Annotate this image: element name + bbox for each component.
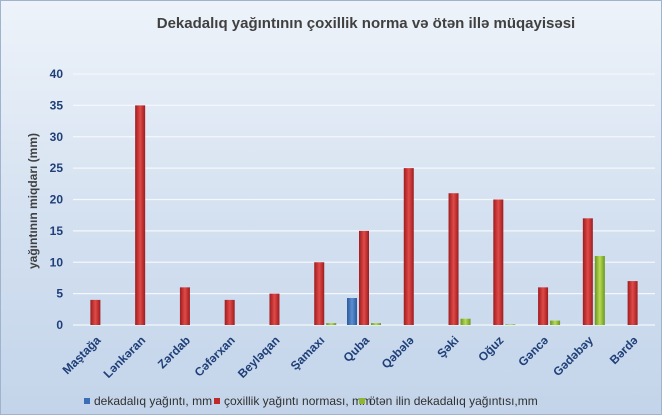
y-tick-label: 40 [50, 67, 64, 81]
legend-swatch-2 [359, 398, 365, 404]
x-tick-label: Quba [341, 333, 373, 365]
y-tick-label: 30 [50, 130, 64, 144]
bar-Lənkəran-series-1 [135, 105, 146, 325]
bar-Beyləqan-series-1 [269, 293, 280, 325]
bar-Şəki-series-1 [448, 193, 459, 325]
bar-Gəncə-series-1 [538, 287, 549, 325]
bar-Oğuz-series-2 [505, 324, 516, 325]
bar-Oğuz-series-1 [493, 199, 504, 325]
y-tick-label: 35 [50, 98, 64, 112]
legend-swatch-1 [214, 398, 220, 404]
y-tick-label: 25 [50, 161, 64, 175]
bar-Şamaxı-series-1 [314, 262, 325, 325]
x-tick-label: Maştağa [60, 333, 104, 377]
bar-Quba-series-0 [347, 298, 357, 325]
bar-Cəfərxan-series-1 [224, 299, 235, 325]
legend-label-0: dekadalıq yağıntı, mm [94, 394, 212, 408]
x-tick-label: Gədəbəy [550, 333, 596, 379]
y-tick-label: 0 [56, 318, 63, 332]
legend-swatch-0 [84, 398, 90, 404]
y-tick-label: 10 [50, 255, 64, 269]
x-tick-label: Bərdə [607, 333, 641, 367]
legend-label-2: ötən ilin dekadalıq yağıntısı,mm [369, 394, 538, 408]
bar-Şəki-series-2 [460, 318, 471, 325]
bar-Quba-series-1 [359, 230, 369, 325]
x-tick-label: Cəfərxan [192, 333, 238, 379]
bar-Gədəbəy-series-1 [582, 218, 593, 325]
y-tick-label: 5 [56, 287, 63, 301]
x-tick-label: Lənkəran [101, 333, 149, 381]
legend-label-1: çoxillik yağıntı norması, mm [224, 394, 372, 408]
x-tick-label: Qəbələ [379, 333, 417, 371]
bar-Maştağa-series-1 [90, 299, 101, 325]
x-tick-label: Zərdab [155, 333, 193, 371]
bar-Gəncə-series-2 [550, 320, 561, 325]
y-tick-label: 20 [50, 193, 64, 207]
x-tick-label: Şəki [434, 333, 461, 360]
y-axis-label: yağıntının miqdarı (mm) [26, 133, 40, 269]
bar-Zərdab-series-1 [179, 287, 190, 325]
x-tick-label: Gəncə [515, 333, 551, 369]
bar-Bərdə-series-1 [627, 281, 638, 325]
bar-Qəbələ-series-1 [403, 168, 414, 325]
bar-Gədəbəy-series-2 [594, 255, 605, 325]
x-tick-label: Beyləqan [235, 333, 283, 381]
x-tick-label: Oğuz [475, 333, 506, 364]
bar-Şamaxı-series-2 [326, 323, 337, 325]
chart-title: Dekadalıq yağıntının çoxillik norma və ö… [157, 15, 575, 32]
bar-Quba-series-2 [371, 323, 381, 325]
y-tick-label: 15 [50, 224, 64, 238]
x-tick-label: Şamaxı [288, 333, 328, 373]
